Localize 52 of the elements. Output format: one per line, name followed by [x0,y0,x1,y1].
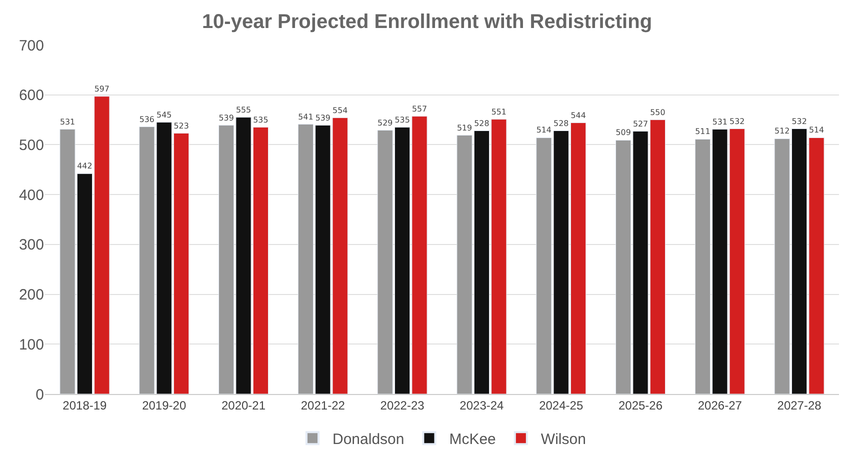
data-label: 527 [632,119,648,128]
x-tick-label: 2020-21 [221,398,266,412]
data-label: 532 [730,116,745,126]
x-tick-label: 2018-19 [62,398,108,412]
data-label: 539 [315,113,330,122]
chart-title: 10-year Projected Enrollment with Redistricting [202,11,652,34]
data-label: 514 [808,126,824,135]
data-label: 532 [792,116,807,126]
data-label: 519 [456,123,472,132]
data-label: 442 [77,162,92,171]
data-label: 523 [174,121,189,130]
data-label: 555 [236,105,252,114]
y-tick-label: 500 [18,136,44,154]
y-tick-label: 600 [18,87,44,104]
data-label: 551 [491,107,506,116]
legend-label: Donaldson [332,431,404,448]
data-label: 554 [332,106,348,115]
data-label: 544 [570,110,586,120]
data-label: 557 [412,104,428,114]
data-label: 597 [94,84,110,94]
y-tick-label: 200 [18,286,44,304]
y-tick-label: 400 [18,186,44,204]
y-tick-label: 700 [18,37,44,54]
data-label: 531 [60,117,76,126]
x-tick-label: 2023-24 [460,398,504,412]
data-label: 512 [774,126,790,136]
data-label: 529 [378,118,393,128]
data-label: 550 [650,108,666,117]
data-label: 535 [253,115,268,124]
legend-label: Wilson [540,431,586,448]
x-tick-label: 2021-22 [300,398,346,412]
data-label: 545 [156,110,172,120]
y-tick-label: 300 [18,236,44,254]
legend-label: McKee [449,431,496,448]
x-tick-label: 2019-20 [142,398,186,412]
y-tick-label: 0 [36,386,44,404]
data-label: 528 [554,118,569,128]
x-tick-label: 2025-26 [618,398,663,412]
x-tick-label: 2026-27 [698,398,742,412]
data-label: 536 [139,114,154,124]
y-tick-label: 100 [18,336,44,354]
data-label: 539 [218,113,234,122]
x-tick-label: 2024-25 [539,398,584,412]
data-label: 541 [298,112,314,122]
data-label: 514 [536,126,552,135]
x-tick-label: 2022-23 [380,398,425,412]
data-label: 509 [616,128,631,138]
data-label: 535 [394,115,410,124]
x-tick-label: 2027-28 [777,398,822,412]
data-label: 528 [474,118,490,128]
data-label: 511 [695,127,710,136]
data-label: 531 [712,117,728,126]
